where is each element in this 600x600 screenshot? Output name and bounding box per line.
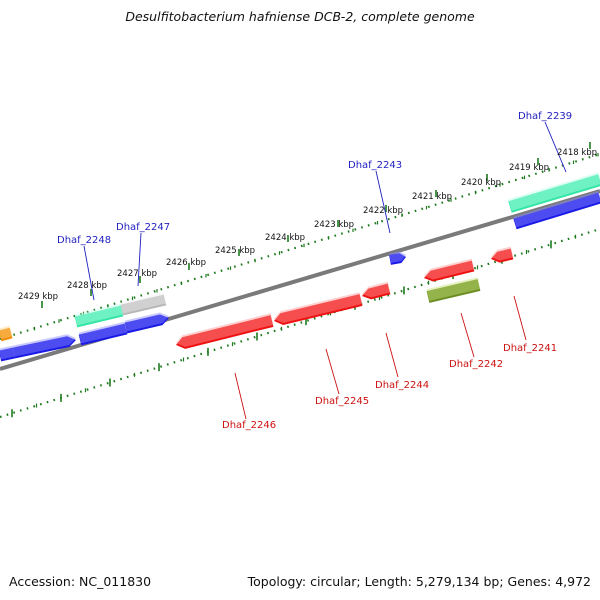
kbp-label: 2421 kbp (412, 192, 452, 202)
gene-dhaf-2244 (362, 281, 391, 300)
gene-blue-block-edge-body (12, 336, 76, 359)
kbp-label: 2424 kbp (265, 233, 305, 243)
gene-blue-block-cut-body (0, 347, 16, 362)
kbp-label: 2426 kbp (166, 258, 206, 268)
gene-label-dhaf-2241[interactable]: Dhaf_2241 (503, 343, 557, 354)
kbp-label: 2425 kbp (215, 246, 255, 256)
gene-blue-block-cut (0, 345, 16, 362)
kbp-label: 2428 kbp (67, 281, 107, 291)
leader-dhaf-2247 (137, 232, 142, 287)
gene-label-dhaf-2243[interactable]: Dhaf_2243 (348, 160, 402, 171)
gene-label-dhaf-2242[interactable]: Dhaf_2242 (449, 359, 503, 370)
gene-dhaf-2242-highlight (426, 277, 481, 301)
gene-orange-block (0, 325, 13, 342)
gene-red-block-highlight (424, 258, 475, 280)
gene-dhaf-2239-block-body (508, 174, 600, 213)
map-title: Desulfitobacterium hafniense DCB-2, comp… (125, 9, 475, 24)
genome-summary-text: Topology: circular; Length: 5,279,134 bp… (247, 574, 591, 589)
gene-blue-block-mid (124, 312, 169, 334)
gene-label-dhaf-2239[interactable]: Dhaf_2239 (518, 111, 572, 122)
kbp-label: 2418 kbp (557, 148, 597, 158)
accession-text: Accession: NC_011830 (9, 574, 152, 589)
gene-dhaf-2245-body (274, 294, 363, 325)
gene-dhaf-2247 (120, 292, 167, 316)
gene-label-dhaf-2248[interactable]: Dhaf_2248 (57, 235, 111, 246)
kbp-label: 2427 kbp (117, 269, 157, 279)
kbp-label: 2419 kbp (509, 163, 549, 173)
gene-dhaf-2241-highlight (491, 246, 514, 261)
gene-label-dhaf-2247[interactable]: Dhaf_2247 (116, 222, 170, 233)
gene-dhaf-2243-body (389, 253, 406, 265)
gene-red-block-body (424, 260, 475, 282)
gene-dhaf-2248 (74, 303, 124, 328)
gene-blue-block-left-highlight (78, 321, 128, 344)
leader-dhaf-2242 (460, 312, 475, 358)
gene-blue-block-edge (12, 334, 76, 359)
gene-blue-block-edge-highlight (12, 334, 76, 357)
kbp-label: 2429 kbp (18, 292, 58, 302)
gene-dhaf-2243-highlight (389, 251, 406, 263)
leader-dhaf-2245 (325, 348, 340, 395)
gene-blue-block-mid-body (124, 314, 169, 334)
leader-dhaf-2244 (385, 332, 399, 378)
gene-red-block (424, 258, 475, 282)
leader-dhaf-2241 (513, 295, 527, 341)
gene-dhaf-2242 (426, 277, 481, 303)
gene-dhaf-2246-highlight (176, 313, 274, 347)
gene-dhaf-2239-block (508, 172, 600, 213)
gene-blue-block-mid-highlight (124, 312, 169, 332)
kbp-label: 2420 kbp (461, 178, 501, 188)
gene-dhaf-2248-body (74, 305, 124, 328)
gene-blue-block-left-body (78, 323, 128, 346)
gene-dhaf-2241 (491, 246, 514, 263)
gene-blue-block-right (513, 190, 600, 230)
label-leader-lines (83, 121, 567, 420)
leader-dhaf-2243 (375, 170, 391, 234)
leader-dhaf-2248 (83, 245, 95, 301)
leader-dhaf-2239 (544, 121, 567, 173)
gene-label-dhaf-2246[interactable]: Dhaf_2246 (222, 420, 276, 431)
gene-dhaf-2247-body (120, 294, 167, 316)
gene-orange-block-highlight (0, 325, 13, 340)
gene-dhaf-2242-body (426, 279, 481, 303)
gene-label-dhaf-2244[interactable]: Dhaf_2244 (375, 380, 429, 391)
gene-blue-block-right-body (513, 192, 600, 230)
gene-dhaf-2241-body (491, 248, 514, 263)
gene-dhaf-2243 (389, 251, 406, 265)
kbp-label: 2422 kbp (363, 206, 403, 216)
gene-dhaf-2245 (274, 292, 363, 325)
gene-label-dhaf-2245[interactable]: Dhaf_2245 (315, 396, 369, 407)
gene-dhaf-2247-highlight (120, 292, 167, 314)
kbp-labels: 2418 kbp 2419 kbp 2420 kbp 2421 kbp 2422… (18, 148, 597, 302)
gene-dhaf-2246 (176, 313, 274, 349)
gene-features (0, 172, 600, 362)
gene-orange-block-body (0, 327, 13, 342)
gene-dhaf-2245-highlight (274, 292, 363, 323)
gene-dhaf-2248-highlight (74, 303, 124, 326)
kbp-label: 2423 kbp (314, 220, 354, 230)
gene-labels: Dhaf_2239 Dhaf_2243 Dhaf_2247 Dhaf_2248 … (57, 111, 572, 431)
gene-dhaf-2239-block-highlight (508, 172, 600, 211)
gene-blue-block-right-highlight (513, 190, 600, 228)
gene-blue-block-left (78, 321, 128, 346)
gene-dhaf-2244-highlight (362, 281, 391, 298)
gene-blue-block-cut-highlight (0, 345, 16, 360)
leader-dhaf-2246 (234, 372, 247, 420)
gene-dhaf-2246-body (176, 315, 274, 349)
gene-dhaf-2244-body (362, 283, 391, 300)
